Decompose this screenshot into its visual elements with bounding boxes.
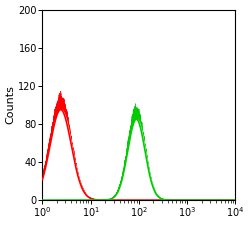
Y-axis label: Counts: Counts [6,85,16,124]
